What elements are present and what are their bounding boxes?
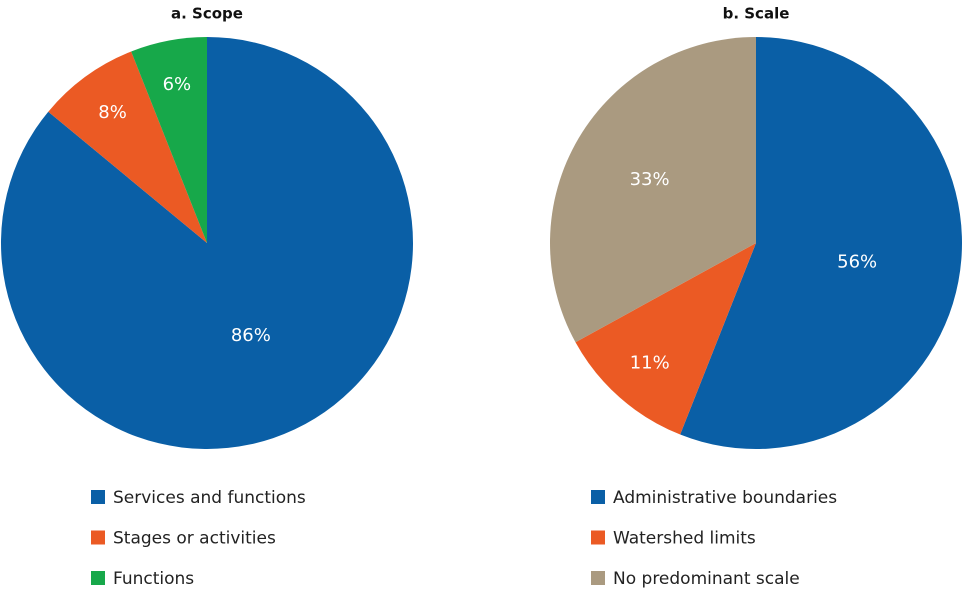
pie-slice [48,51,207,243]
legend-label: Administrative boundaries [613,488,837,508]
legend-label: No predominant scale [613,569,800,589]
pie-slice [131,37,207,243]
legend-swatch [91,490,105,504]
pie-slice [575,243,756,435]
data-label: 56% [837,251,877,272]
legend-swatch [591,530,605,545]
chart-title: a. Scope [171,5,243,23]
legend-swatch [591,571,605,585]
data-label: 11% [630,353,670,374]
data-label: 86% [231,325,271,346]
pie-slice [550,37,756,343]
legend-swatch [591,490,605,504]
chart-title: b. Scale [723,5,790,23]
legend-swatch [91,571,105,585]
legend-label: Functions [113,569,194,589]
legend-label: Watershed limits [613,529,756,549]
data-label: 8% [98,102,127,123]
legend-label: Stages or activities [113,529,276,549]
data-label: 33% [630,169,670,190]
data-label: 6% [163,74,192,95]
legend-swatch [91,530,105,545]
pie-slice [680,37,962,449]
legend-label: Services and functions [113,488,306,508]
